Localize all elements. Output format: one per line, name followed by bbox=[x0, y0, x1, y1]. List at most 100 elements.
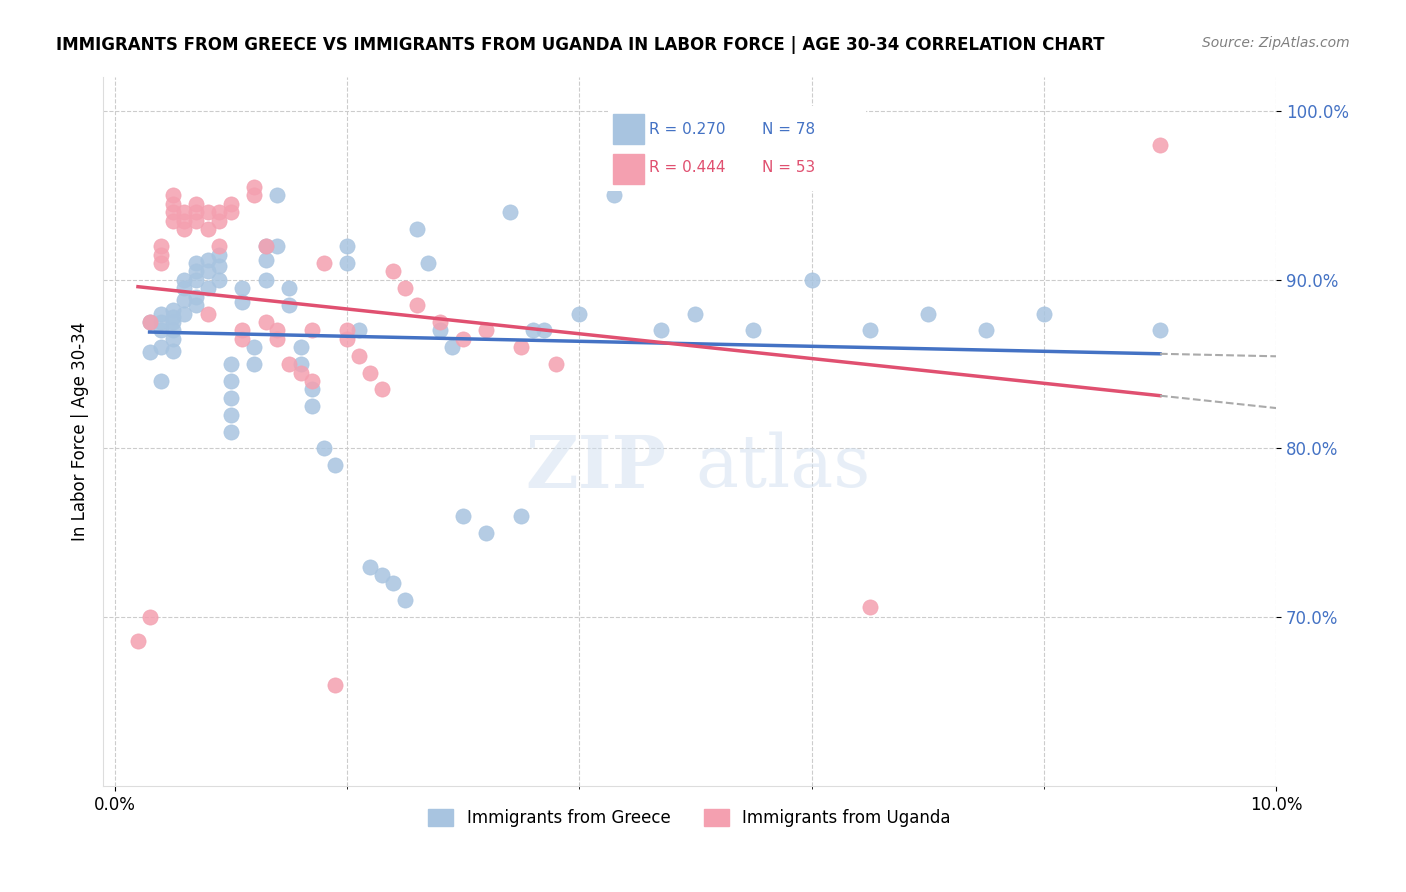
Point bbox=[219, 425, 242, 439]
Text: IMMIGRANTS FROM GREECE VS IMMIGRANTS FROM UGANDA IN LABOR FORCE | AGE 30-34 CORR: IMMIGRANTS FROM GREECE VS IMMIGRANTS FRO… bbox=[56, 36, 1105, 54]
Point bbox=[162, 205, 184, 219]
Point bbox=[219, 205, 242, 219]
Point bbox=[173, 214, 195, 228]
Point bbox=[371, 383, 394, 397]
Point bbox=[266, 323, 288, 337]
Point bbox=[336, 332, 359, 346]
Point bbox=[184, 273, 207, 287]
Point bbox=[162, 188, 184, 202]
Text: ZIP: ZIP bbox=[526, 432, 666, 502]
Point bbox=[290, 357, 312, 371]
Point bbox=[173, 307, 195, 321]
Point bbox=[336, 256, 359, 270]
Point bbox=[1149, 137, 1171, 152]
Point bbox=[243, 340, 266, 354]
Point bbox=[394, 593, 416, 607]
Point bbox=[243, 188, 266, 202]
Point bbox=[208, 214, 231, 228]
Point bbox=[184, 264, 207, 278]
Point bbox=[301, 383, 323, 397]
Point bbox=[173, 205, 195, 219]
Point bbox=[266, 239, 288, 253]
Point bbox=[138, 315, 160, 329]
Point bbox=[568, 307, 591, 321]
Point bbox=[382, 576, 405, 591]
Point bbox=[429, 315, 451, 329]
Point bbox=[184, 256, 207, 270]
Point bbox=[312, 256, 335, 270]
Point bbox=[451, 508, 474, 523]
Point bbox=[254, 273, 277, 287]
Point bbox=[359, 559, 381, 574]
Point bbox=[301, 374, 323, 388]
Point bbox=[162, 332, 184, 346]
Point bbox=[162, 197, 184, 211]
Point bbox=[347, 349, 370, 363]
Point bbox=[219, 408, 242, 422]
Point bbox=[231, 281, 253, 295]
Point bbox=[150, 256, 173, 270]
Point bbox=[162, 214, 184, 228]
Point bbox=[150, 307, 173, 321]
Point bbox=[510, 340, 533, 354]
Point bbox=[301, 400, 323, 414]
Point bbox=[290, 340, 312, 354]
Point bbox=[603, 188, 626, 202]
Point bbox=[197, 264, 219, 278]
Point bbox=[742, 323, 765, 337]
Point bbox=[522, 323, 544, 337]
Point bbox=[278, 281, 301, 295]
Point bbox=[150, 247, 173, 261]
Point bbox=[162, 303, 184, 318]
Point bbox=[173, 281, 195, 295]
Point bbox=[266, 188, 288, 202]
Point bbox=[382, 264, 405, 278]
Point bbox=[451, 332, 474, 346]
Point bbox=[254, 239, 277, 253]
Point bbox=[197, 252, 219, 267]
Point bbox=[917, 307, 939, 321]
Point bbox=[173, 273, 195, 287]
Point bbox=[197, 281, 219, 295]
Point bbox=[510, 508, 533, 523]
Point bbox=[162, 343, 184, 358]
Point bbox=[219, 391, 242, 405]
Point bbox=[650, 323, 672, 337]
Point bbox=[1032, 307, 1054, 321]
Point bbox=[231, 332, 253, 346]
Point bbox=[254, 315, 277, 329]
Point bbox=[219, 197, 242, 211]
Point bbox=[150, 323, 173, 337]
Point bbox=[336, 239, 359, 253]
Point bbox=[371, 568, 394, 582]
Point bbox=[173, 222, 195, 236]
Text: Source: ZipAtlas.com: Source: ZipAtlas.com bbox=[1202, 36, 1350, 50]
Point bbox=[127, 633, 149, 648]
Point bbox=[184, 298, 207, 312]
Point bbox=[544, 357, 567, 371]
Point bbox=[254, 252, 277, 267]
Point bbox=[1149, 323, 1171, 337]
Point bbox=[336, 323, 359, 337]
Point bbox=[301, 323, 323, 337]
Point bbox=[859, 323, 882, 337]
Point bbox=[278, 357, 301, 371]
Point bbox=[243, 180, 266, 194]
Point bbox=[162, 310, 184, 324]
Point bbox=[162, 315, 184, 329]
Y-axis label: In Labor Force | Age 30-34: In Labor Force | Age 30-34 bbox=[72, 322, 89, 541]
Point bbox=[418, 256, 440, 270]
Point bbox=[440, 340, 463, 354]
Point bbox=[405, 298, 427, 312]
Text: R = 0.270   N = 78: R = 0.270 N = 78 bbox=[619, 116, 790, 135]
Point bbox=[290, 366, 312, 380]
Point bbox=[197, 222, 219, 236]
Point bbox=[312, 442, 335, 456]
Point bbox=[173, 293, 195, 307]
Point bbox=[208, 247, 231, 261]
Point bbox=[184, 197, 207, 211]
Point bbox=[138, 345, 160, 359]
Point bbox=[325, 458, 347, 473]
Point bbox=[475, 323, 498, 337]
Point bbox=[347, 323, 370, 337]
